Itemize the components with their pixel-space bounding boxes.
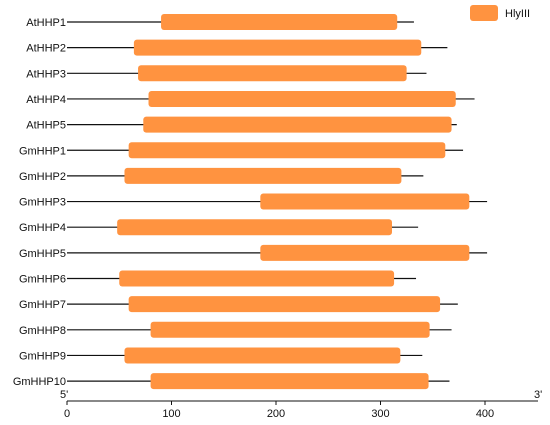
gene-row-athhp1: AtHHP1 xyxy=(26,14,414,30)
legend-label-hlyiii: HlyIII xyxy=(505,8,530,20)
gene-row-gmhhp5: GmHHP5 xyxy=(19,244,488,261)
gene-row-gmhhp6: GmHHP6 xyxy=(19,270,417,287)
gene-label: GmHHP9 xyxy=(19,350,66,362)
hlyiii-domain-bar xyxy=(128,296,441,313)
hlyiii-domain-bar xyxy=(124,167,402,184)
gene-label: GmHHP7 xyxy=(19,299,66,311)
axis-end-label: 3' xyxy=(534,389,542,401)
axis-tick-label: 0 xyxy=(64,408,70,420)
gene-label: AtHHP5 xyxy=(26,120,66,132)
gene-row-athhp2: AtHHP2 xyxy=(26,39,448,56)
gene-row-gmhhp8: GmHHP8 xyxy=(19,321,452,338)
gene-label: GmHHP8 xyxy=(19,325,66,337)
gene-label: GmHHP1 xyxy=(19,145,66,157)
gene-label: GmHHP4 xyxy=(19,222,66,234)
hlyiii-domain-bar xyxy=(260,193,470,210)
gene-label: AtHHP1 xyxy=(26,17,66,29)
gene-label: AtHHP4 xyxy=(26,94,66,106)
gene-label: GmHHP3 xyxy=(19,197,66,209)
hlyiii-domain-bar xyxy=(148,90,456,107)
axis-tick-label: 300 xyxy=(371,408,389,420)
gene-row-athhp3: AtHHP3 xyxy=(26,65,427,82)
gene-row-athhp4: AtHHP4 xyxy=(26,90,475,107)
gene-row-gmhhp1: GmHHP1 xyxy=(19,142,464,159)
axis-tick-label: 200 xyxy=(267,408,285,420)
hlyiii-domain-bar xyxy=(260,244,470,261)
hlyiii-domain-bar xyxy=(143,116,452,133)
hlyiii-domain-bar xyxy=(138,65,407,82)
gene-label: GmHHP6 xyxy=(19,274,66,286)
hlyiii-domain-bar xyxy=(150,373,429,390)
hlyiii-domain-bar xyxy=(128,142,446,159)
hlyiii-domain-bar xyxy=(150,321,430,338)
axis-ticks: 0 100 200 300 400 xyxy=(64,401,494,420)
hlyiii-domain-bar xyxy=(133,39,422,56)
axis-tick-label: 100 xyxy=(162,408,180,420)
gene-row-athhp5: AtHHP5 xyxy=(26,116,457,133)
hlyiii-domain-bar xyxy=(117,219,392,236)
gene-row-gmhhp7: GmHHP7 xyxy=(19,296,458,313)
gene-row-gmhhp2: GmHHP2 xyxy=(19,167,424,184)
gene-row-gmhhp4: GmHHP4 xyxy=(19,219,419,236)
gene-label: GmHHP10 xyxy=(13,376,66,388)
sequence-axis: 5' 3' 0 100 200 300 400 xyxy=(60,389,542,420)
hlyiii-domain-bar xyxy=(119,270,395,287)
gene-label: AtHHP3 xyxy=(26,68,66,80)
axis-start-label: 5' xyxy=(60,389,68,401)
gene-row-gmhhp9: GmHHP9 xyxy=(19,347,423,364)
gene-rows: AtHHP1 AtHHP2 AtHHP3 AtHHP4 AtHHP5 GmHHP1 GmHH… xyxy=(13,14,488,390)
hlyiii-domain-bar xyxy=(124,347,401,364)
gene-label: AtHHP2 xyxy=(26,43,66,55)
axis-tick-label: 400 xyxy=(476,408,494,420)
legend-swatch-hlyiii xyxy=(470,5,498,21)
gene-label: GmHHP2 xyxy=(19,171,66,183)
legend: HlyIII xyxy=(470,5,530,21)
gene-row-gmhhp3: GmHHP3 xyxy=(19,193,488,210)
gene-label: GmHHP5 xyxy=(19,248,66,260)
hlyiii-domain-bar xyxy=(161,14,398,30)
gene-row-gmhhp10: GmHHP10 xyxy=(13,373,450,390)
